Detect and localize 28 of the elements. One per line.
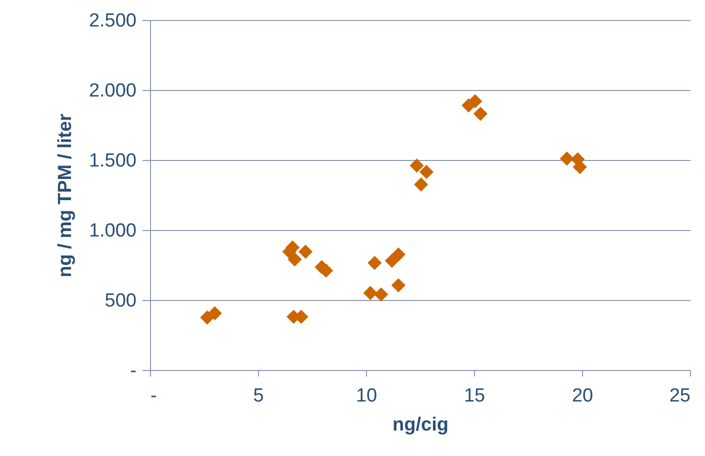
y-axis-title: ng / mg TPM / liter	[54, 113, 76, 278]
point	[374, 287, 388, 302]
x-tick-label: 10	[356, 386, 378, 406]
point	[391, 247, 406, 262]
x-axis-title: ng/cig	[392, 414, 448, 436]
x-tick-label: 20	[572, 386, 594, 406]
y-tick-label: 1.000	[88, 220, 136, 242]
point	[414, 177, 428, 192]
y-tick-label: 2.000	[88, 80, 136, 102]
y-tick-label: 500	[104, 290, 136, 312]
point	[419, 164, 434, 179]
y-tick-label: 1.500	[88, 150, 136, 172]
point	[208, 306, 222, 320]
y-tick-label: 2.500	[88, 10, 136, 32]
point	[468, 94, 482, 108]
point	[298, 244, 313, 259]
y-tick-label: -	[130, 360, 136, 382]
point	[410, 158, 424, 173]
point	[363, 286, 378, 300]
x-tick-label: 25	[669, 386, 690, 406]
point	[288, 252, 302, 266]
point	[560, 152, 574, 166]
x-tick-label: -	[150, 386, 157, 406]
point	[391, 278, 406, 292]
x-tick-label: 15	[464, 386, 486, 406]
x-tick-label: 5	[253, 386, 264, 406]
point	[473, 106, 488, 121]
point	[368, 256, 382, 270]
